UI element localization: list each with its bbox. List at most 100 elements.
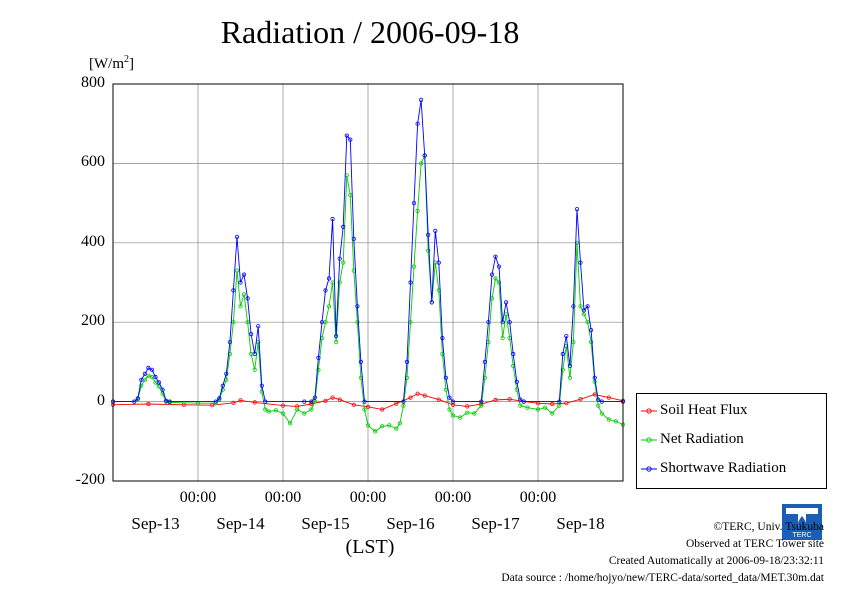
point-shortwave-radiation-64 — [496, 264, 502, 269]
point-net-radiation-60 — [415, 208, 420, 214]
series-net-radiation — [110, 153, 626, 434]
series-layer — [110, 97, 626, 434]
point-shortwave-radiation-34 — [330, 216, 335, 222]
point-shortwave-radiation-70 — [518, 397, 523, 402]
point-soil-heat-flux-25 — [507, 397, 512, 402]
point-shortwave-radiation-33 — [326, 276, 332, 281]
point-shortwave-radiation-69 — [514, 379, 519, 384]
credit-source: Data source : /home/hojyo/new/TERC-data/… — [501, 572, 824, 584]
point-net-radiation-89 — [550, 411, 555, 416]
point-net-radiation-31 — [287, 421, 293, 426]
legend-swatch-net-radiation — [641, 437, 657, 443]
point-shortwave-radiation-76 — [571, 304, 576, 309]
point-shortwave-radiation-43 — [362, 399, 367, 404]
point-shortwave-radiation-23 — [252, 351, 257, 357]
point-net-radiation-41 — [333, 339, 339, 345]
point-soil-heat-flux-22 — [465, 404, 470, 409]
point-net-radiation-5 — [146, 373, 151, 378]
point-net-radiation-72 — [465, 410, 470, 415]
y-tick-label: 400 — [81, 232, 105, 250]
credit-copyright: ©TERC, Univ. Tsukuba — [713, 521, 824, 533]
x-tick-date-label: Sep-18 — [556, 514, 605, 533]
point-shortwave-radiation-3 — [139, 377, 144, 382]
point-net-radiation-18 — [231, 320, 236, 325]
point-net-radiation-52 — [380, 424, 385, 429]
point-shortwave-radiation-30 — [316, 355, 321, 360]
point-shortwave-radiation-73 — [560, 351, 565, 357]
point-shortwave-radiation-31 — [319, 320, 325, 325]
point-shortwave-radiation-77 — [574, 207, 580, 212]
point-net-radiation-101 — [596, 403, 601, 408]
point-shortwave-radiation-2 — [135, 396, 140, 401]
point-net-radiation-61 — [418, 161, 424, 166]
legend-swatch-soil-heat-flux — [641, 408, 657, 414]
point-net-radiation-33 — [302, 411, 307, 416]
legend-label-net-radiation: Net Radiation — [660, 431, 744, 447]
point-shortwave-radiation-82 — [592, 375, 597, 380]
legend-item-shortwave-radiation: Shortwave Radiation — [637, 458, 826, 480]
point-net-radiation-49 — [362, 407, 367, 412]
point-soil-heat-flux-11 — [330, 395, 335, 400]
point-net-radiation-74 — [479, 403, 484, 408]
point-shortwave-radiation-38 — [344, 133, 349, 138]
point-shortwave-radiation-48 — [415, 121, 420, 126]
point-shortwave-radiation-29 — [312, 395, 317, 400]
x-tick-time-label: 00:00 — [434, 489, 472, 506]
point-net-radiation-78 — [493, 276, 498, 281]
point-net-radiation-19 — [234, 268, 240, 273]
point-net-radiation-42 — [337, 280, 342, 285]
point-shortwave-radiation-75 — [567, 363, 573, 368]
point-net-radiation-85 — [518, 403, 523, 408]
credit-site: Observed at TERC Tower site — [685, 538, 824, 550]
x-tick-date-label: Sep-13 — [131, 514, 180, 533]
point-shortwave-radiation-83 — [596, 397, 601, 402]
point-soil-heat-flux-17 — [408, 395, 413, 400]
point-shortwave-radiation-61 — [486, 320, 491, 325]
point-shortwave-radiation-80 — [585, 304, 590, 309]
y-tick-label: 600 — [81, 153, 105, 171]
point-shortwave-radiation-74 — [564, 333, 569, 339]
point-net-radiation-98 — [585, 320, 590, 325]
point-shortwave-radiation-4 — [142, 371, 147, 376]
x-tick-time-label: 00:00 — [349, 489, 387, 506]
x-tick-date-label: Sep-17 — [471, 514, 520, 533]
x-tick-date-label: Sep-16 — [386, 514, 435, 533]
point-shortwave-radiation-60 — [482, 359, 487, 364]
x-tick-date-label: Sep-15 — [301, 514, 350, 533]
point-shortwave-radiation-1 — [132, 399, 137, 404]
point-shortwave-radiation-22 — [249, 331, 254, 337]
terc-logo-icon: TERC — [782, 504, 822, 540]
point-net-radiation-79 — [496, 280, 502, 285]
point-net-radiation-21 — [241, 292, 247, 297]
point-shortwave-radiation-81 — [588, 327, 594, 333]
legend-label-shortwave-radiation: Shortwave Radiation — [660, 460, 787, 476]
point-net-radiation-34 — [309, 407, 314, 412]
point-net-radiation-59 — [411, 264, 417, 269]
point-net-radiation-96 — [578, 304, 583, 309]
point-shortwave-radiation-37 — [341, 224, 346, 229]
point-soil-heat-flux-7 — [280, 403, 286, 408]
point-soil-heat-flux-6 — [252, 400, 257, 405]
point-shortwave-radiation-55 — [440, 335, 445, 341]
point-net-radiation-54 — [394, 426, 399, 431]
point-shortwave-radiation-68 — [511, 351, 516, 357]
point-shortwave-radiation-27 — [302, 399, 307, 404]
point-shortwave-radiation-47 — [411, 201, 417, 206]
point-shortwave-radiation-65 — [500, 320, 505, 325]
point-net-radiation-39 — [326, 304, 332, 309]
point-shortwave-radiation-56 — [443, 375, 448, 380]
point-soil-heat-flux-14 — [365, 404, 371, 409]
point-net-radiation-93 — [567, 375, 573, 380]
point-net-radiation-51 — [372, 429, 378, 434]
point-soil-heat-flux-13 — [351, 402, 356, 407]
point-soil-heat-flux-12 — [337, 397, 342, 402]
point-shortwave-radiation-35 — [333, 333, 339, 339]
point-soil-heat-flux-20 — [436, 397, 441, 402]
point-net-radiation-15 — [220, 387, 225, 392]
point-net-radiation-29 — [273, 408, 278, 413]
point-shortwave-radiation-20 — [241, 272, 247, 277]
y-tick-label: -200 — [75, 471, 105, 488]
point-net-radiation-99 — [588, 339, 594, 345]
point-shortwave-radiation-44 — [401, 399, 406, 404]
